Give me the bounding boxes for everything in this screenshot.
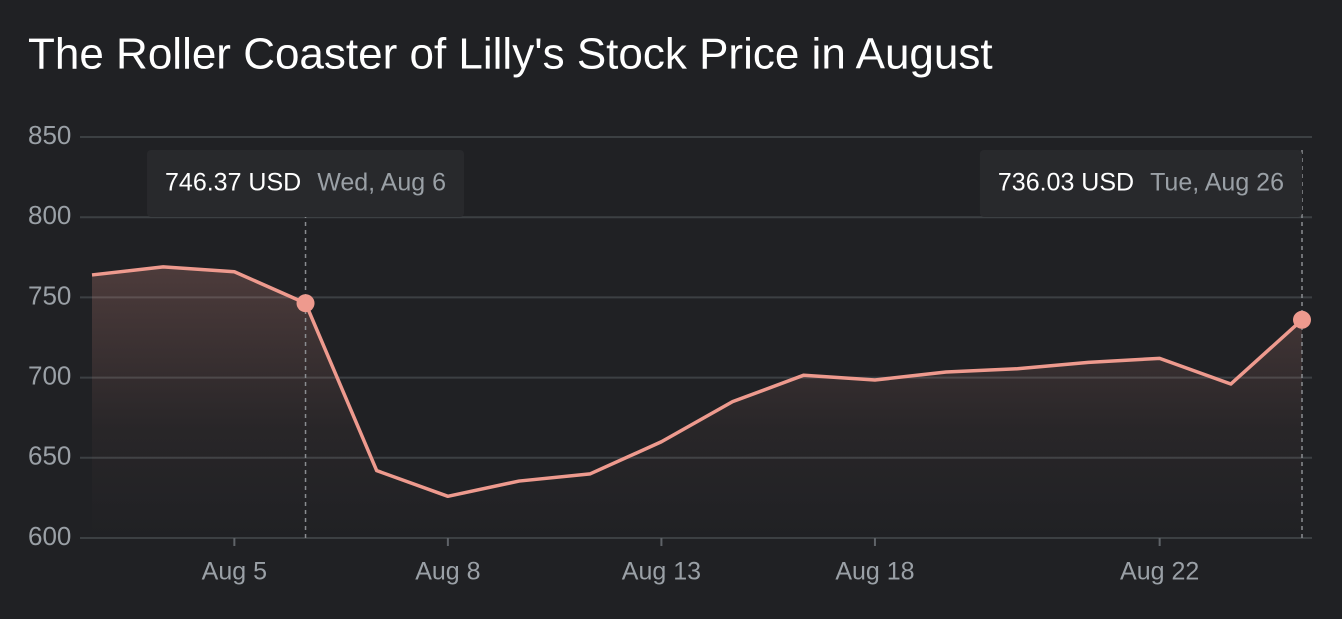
y-tick-label: 600 — [28, 521, 71, 551]
tooltip-box — [147, 150, 465, 217]
tooltip-date: Wed, Aug 6 — [317, 169, 446, 197]
tooltip: 746.37 USD Wed, Aug 6 — [147, 150, 465, 217]
point — [296, 294, 315, 313]
tooltip-box — [979, 150, 1302, 217]
y-tick-label: 750 — [28, 280, 71, 310]
x-tick-label: Aug 22 — [1120, 558, 1199, 586]
x-tick-label: Aug 5 — [202, 558, 267, 586]
y-tick-label: 800 — [28, 200, 71, 230]
tooltip-value: 746.37 USD — [165, 169, 301, 197]
y-tick-label: 700 — [28, 360, 71, 390]
x-tick-label: Aug 18 — [835, 558, 914, 586]
area — [92, 266, 1302, 538]
tooltip-date: Tue, Aug 26 — [1150, 169, 1284, 197]
y-tick-label: 650 — [28, 441, 71, 471]
tooltip: 736.03 USD Tue, Aug 26 — [979, 150, 1302, 217]
point — [1293, 310, 1311, 329]
tooltip-value: 736.03 USD — [998, 169, 1134, 197]
chart-title: The Roller Coaster of Lilly's Stock Pric… — [28, 30, 993, 79]
line — [91, 265, 1304, 499]
x-tick-label: Aug 8 — [415, 558, 480, 586]
y-tick-label: 850 — [28, 120, 71, 150]
x-tick-label: Aug 13 — [622, 558, 701, 586]
